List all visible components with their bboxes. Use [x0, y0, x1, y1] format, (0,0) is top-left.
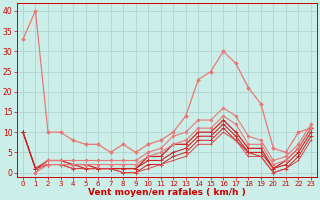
X-axis label: Vent moyen/en rafales ( km/h ): Vent moyen/en rafales ( km/h ) — [88, 188, 246, 197]
